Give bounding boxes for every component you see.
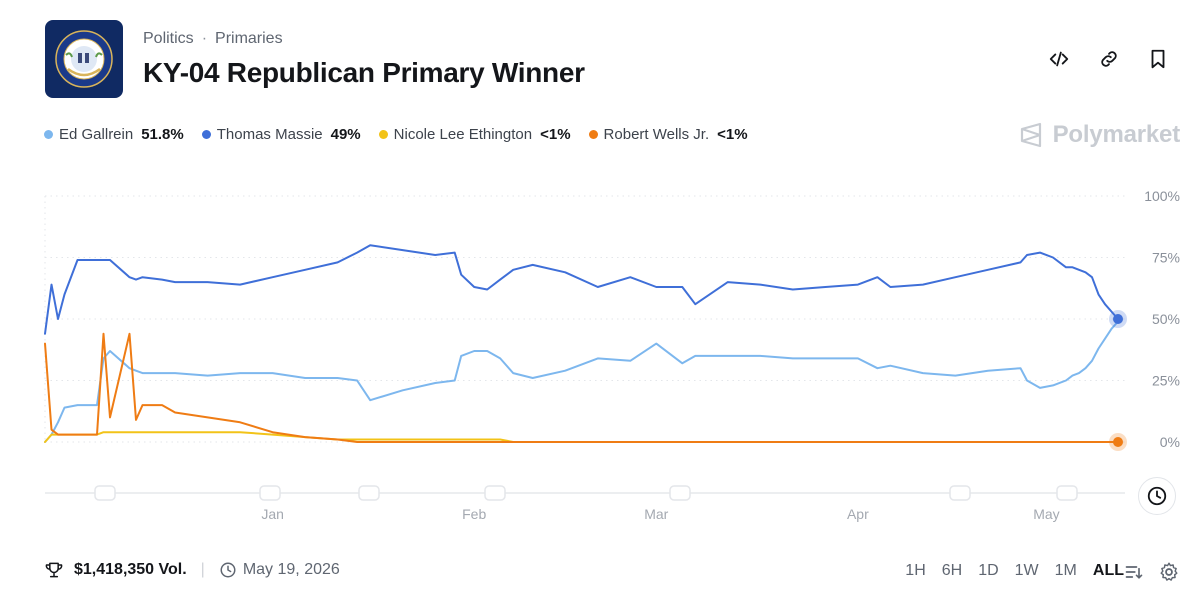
x-tick-label: Feb <box>462 506 486 522</box>
legend-percent: <1% <box>540 126 571 143</box>
scrubber-marker <box>949 485 971 501</box>
scrubber-marker <box>669 485 691 501</box>
y-tick-label: 75% <box>1152 250 1180 266</box>
range-1m[interactable]: 1M <box>1054 562 1077 579</box>
chart-grid <box>44 195 1125 443</box>
legend-percent: <1% <box>717 126 748 143</box>
breadcrumb-primaries[interactable]: Primaries <box>215 30 283 47</box>
y-tick-label: 25% <box>1152 373 1180 389</box>
copy-link-button[interactable] <box>1094 44 1124 74</box>
range-1d[interactable]: 1D <box>978 562 999 579</box>
sort-button[interactable] <box>1122 560 1146 584</box>
market-logo <box>45 20 123 98</box>
range-6h[interactable]: 6H <box>941 562 963 579</box>
legend-item-ed-gallrein[interactable]: Ed Gallrein 51.8% <box>44 126 184 143</box>
legend-label: Robert Wells Jr. <box>603 126 710 143</box>
polymarket-brand: Polymarket <box>1019 121 1180 149</box>
end-date: May 19, 2026 <box>219 561 340 579</box>
series-line-nicole-lee-ethington <box>44 431 1119 443</box>
legend-percent: 49% <box>330 126 361 143</box>
x-tick-label: Jan <box>261 506 284 522</box>
clock-icon <box>220 562 236 578</box>
page-title: KY-04 Republican Primary Winner <box>143 57 585 88</box>
gear-icon <box>1160 562 1178 581</box>
chart-legend: Ed Gallrein 51.8% Thomas Massie 49% Nico… <box>44 126 748 143</box>
clock-icon <box>1147 486 1167 506</box>
history-button[interactable] <box>1138 477 1176 515</box>
series-endpoints <box>1109 310 1127 451</box>
y-tick-label: 50% <box>1152 311 1180 327</box>
legend-item-thomas-massie[interactable]: Thomas Massie 49% <box>201 126 361 143</box>
embed-icon <box>1049 51 1069 67</box>
x-tick-label: May <box>1033 506 1059 522</box>
scrubber-marker <box>484 485 506 501</box>
series-line-thomas-massie <box>44 244 1119 335</box>
x-tick-label: Apr <box>847 506 869 522</box>
legend-swatch <box>588 130 598 139</box>
range-1w[interactable]: 1W <box>1014 562 1039 579</box>
bookmark-icon <box>1151 49 1165 69</box>
x-tick-label: Mar <box>644 506 668 522</box>
legend-swatch <box>378 130 388 139</box>
legend-swatch <box>44 130 53 139</box>
breadcrumb: Politics · Primaries <box>143 30 283 48</box>
legend-label: Nicole Lee Ethington <box>393 126 533 143</box>
embed-button[interactable] <box>1044 44 1074 74</box>
market-footer: $1,418,350 Vol. | May 19, 2026 <box>44 560 340 580</box>
chart-series <box>44 244 1119 443</box>
range-1h[interactable]: 1H <box>905 562 926 579</box>
y-tick-label: 100% <box>1144 188 1180 204</box>
breadcrumb-politics[interactable]: Politics <box>143 30 194 47</box>
endpoint-dot <box>1113 314 1123 324</box>
legend-item-robert-wells-jr[interactable]: Robert Wells Jr. <1% <box>588 126 748 143</box>
time-range-selector: 1H 6H 1D 1W 1M ALL <box>899 560 1130 582</box>
polymarket-logo-icon <box>1020 122 1041 148</box>
price-chart[interactable]: 100% 75% 50% 25% 0% Jan Feb Mar Apr May <box>0 170 1200 530</box>
scrubber-marker <box>259 485 281 501</box>
legend-percent: 51.8% <box>141 126 184 143</box>
series-line-robert-wells-jr <box>44 332 1119 443</box>
scrubber-marker <box>358 485 380 501</box>
range-all[interactable]: ALL <box>1092 562 1124 579</box>
kentucky-seal-icon <box>55 30 113 88</box>
end-date-text: May 19, 2026 <box>242 561 340 578</box>
link-icon <box>1101 51 1117 67</box>
volume-value: $1,418,350 Vol. <box>74 561 187 578</box>
y-axis-labels: 100% 75% 50% 25% 0% <box>1144 188 1180 450</box>
endpoint-dot <box>1113 437 1123 447</box>
trophy-icon <box>45 562 63 578</box>
legend-item-nicole-lee-ethington[interactable]: Nicole Lee Ethington <1% <box>378 126 571 143</box>
time-scrubber <box>45 485 1125 501</box>
scrubber-marker <box>1056 485 1078 501</box>
bookmark-button[interactable] <box>1143 44 1173 74</box>
footer-divider: | <box>200 561 205 578</box>
series-line-ed-gallrein <box>44 320 1119 443</box>
brand-name: Polymarket <box>1052 121 1181 148</box>
legend-label: Thomas Massie <box>216 126 323 143</box>
sort-lines-icon <box>1125 566 1143 579</box>
settings-button[interactable] <box>1157 560 1181 584</box>
legend-label: Ed Gallrein <box>59 126 134 143</box>
y-tick-label: 0% <box>1160 434 1180 450</box>
scrubber-marker <box>94 485 116 501</box>
breadcrumb-separator: · <box>201 30 208 47</box>
x-axis-labels: Jan Feb Mar Apr May <box>261 506 1059 522</box>
legend-swatch <box>201 130 211 139</box>
